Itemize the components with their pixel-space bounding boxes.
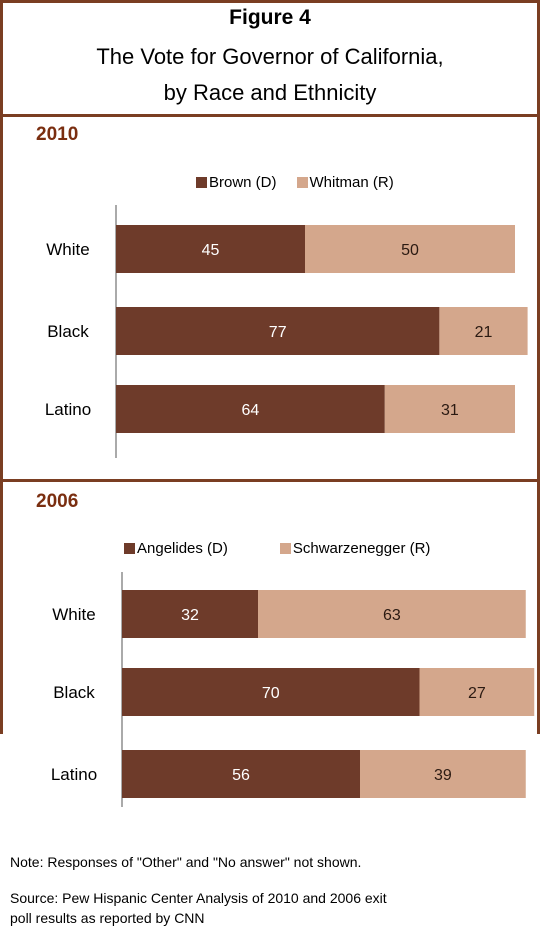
figure-title-line1: The Vote for Governor of California, xyxy=(96,44,444,69)
header-divider xyxy=(0,114,540,117)
data-label-black-dem: 70 xyxy=(262,685,280,702)
legend-swatch-d xyxy=(196,177,207,188)
frame-top-border xyxy=(0,0,540,3)
bar-white-rep xyxy=(258,590,526,638)
data-label-black-rep: 21 xyxy=(475,324,493,341)
panel-2010-year: 2010 xyxy=(36,124,79,145)
legend-label-brown: Brown (D) xyxy=(209,174,277,191)
data-label-black-rep: 27 xyxy=(468,685,486,702)
bar-white-dem xyxy=(122,590,258,638)
source-line-2: poll results as reported by CNN xyxy=(10,910,205,926)
legend-2010: Brown (D) Whitman (R) xyxy=(196,174,394,191)
legend-swatch-r xyxy=(296,177,308,188)
category-label-black: Black xyxy=(53,683,95,702)
note-text: Note: Responses of "Other" and "No answe… xyxy=(10,854,362,870)
legend-swatch-d xyxy=(124,543,135,554)
bar-white-dem xyxy=(116,225,305,273)
category-label-latino: Latino xyxy=(45,400,91,419)
bar-black-rep xyxy=(419,668,535,716)
data-label-white-rep: 50 xyxy=(401,242,419,259)
legend-label-angelides: Angelides (D) xyxy=(137,540,228,557)
bar-latino-dem xyxy=(116,385,385,433)
chart-2010: White 45 50 Black 77 21 Latino 64 31 xyxy=(45,205,528,458)
data-label-latino-rep: 31 xyxy=(441,402,459,419)
bar-latino-rep xyxy=(384,385,515,433)
figure-title-line2: by Race and Ethnicity xyxy=(163,80,377,105)
category-label-latino: Latino xyxy=(51,765,97,784)
bar-black-dem xyxy=(122,668,420,716)
panel-divider xyxy=(0,479,540,482)
legend-swatch-r xyxy=(279,543,291,554)
legend-label-schwarzenegger: Schwarzenegger (R) xyxy=(292,540,431,557)
frame-left-border xyxy=(0,0,3,734)
data-label-white-dem: 32 xyxy=(181,607,199,624)
figure-number: Figure 4 xyxy=(229,6,311,29)
data-label-white-rep: 63 xyxy=(383,607,401,624)
bar-white-rep xyxy=(305,225,515,273)
data-label-latino-rep: 39 xyxy=(434,767,452,784)
frame-right-border xyxy=(537,0,540,734)
data-label-white-dem: 45 xyxy=(202,242,220,259)
data-label-latino-dem: 56 xyxy=(232,767,250,784)
bar-black-dem xyxy=(116,307,440,355)
chart-2006: White 32 63 Black 70 27 Latino 56 39 xyxy=(51,572,535,807)
category-label-black: Black xyxy=(47,322,89,341)
bar-latino-rep xyxy=(360,750,526,798)
data-label-black-dem: 77 xyxy=(269,324,287,341)
legend-label-whitman: Whitman (R) xyxy=(309,174,394,191)
bar-latino-dem xyxy=(122,750,360,798)
panel-2006-year: 2006 xyxy=(36,491,79,512)
bar-black-rep xyxy=(439,307,528,355)
data-label-latino-dem: 64 xyxy=(242,402,260,419)
legend-2006: Angelides (D) Schwarzenegger (R) xyxy=(124,540,430,557)
source-line-1: Source: Pew Hispanic Center Analysis of … xyxy=(10,890,387,906)
category-label-white: White xyxy=(52,605,95,624)
category-label-white: White xyxy=(46,240,89,259)
